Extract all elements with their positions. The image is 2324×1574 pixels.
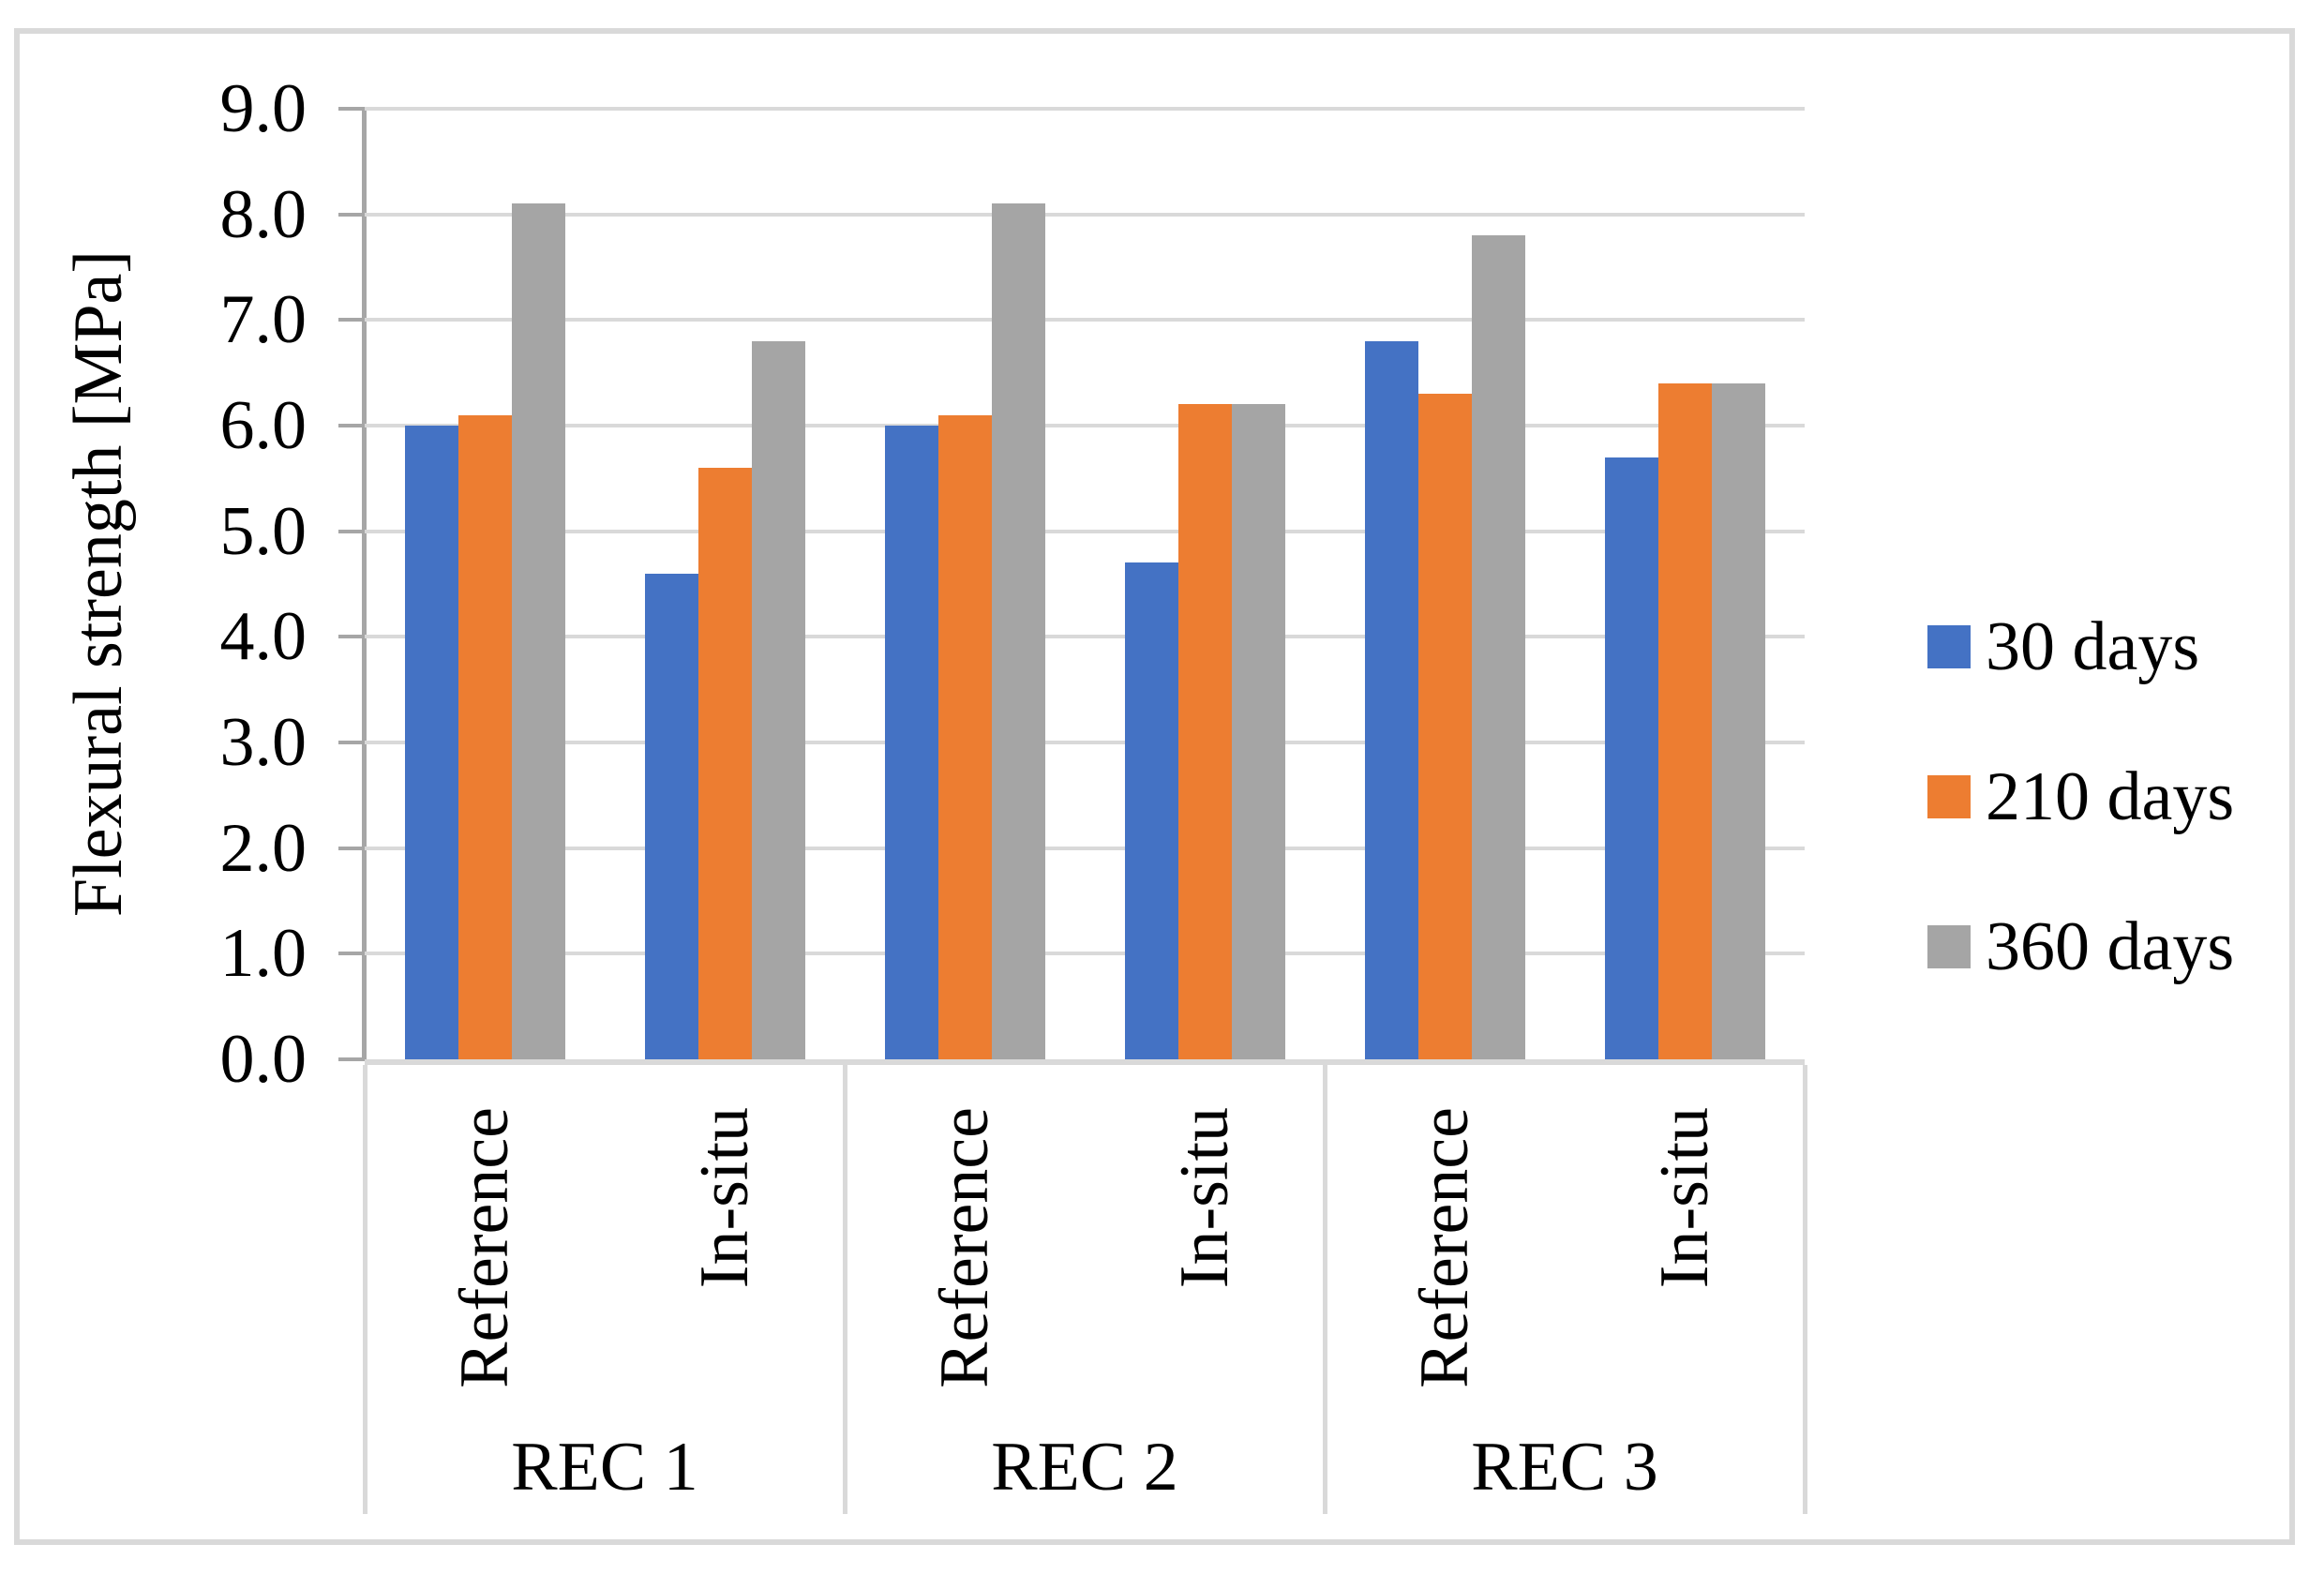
category-sublabel-rec-2-in-situ: In-situ — [1166, 1107, 1243, 1289]
y-tick-label-9.0: 9.0 — [219, 70, 307, 147]
bar-30-days-rec-1-reference — [404, 426, 458, 1059]
y-tick-label-6.0: 6.0 — [219, 387, 307, 464]
legend-label-30-days: 30 days — [1986, 608, 2200, 685]
bar-30-days-rec-1-in-situ — [644, 573, 698, 1059]
category-separator-line — [1803, 1065, 1807, 1514]
legend: 30 days 210 days 360 days — [1927, 609, 2234, 1059]
bar-30-days-rec-3-reference — [1364, 340, 1418, 1059]
y-tick-label-7.0: 7.0 — [219, 281, 307, 359]
bar-210-days-rec-2-reference — [937, 414, 992, 1059]
y-axis-tick-0.0 — [338, 1057, 362, 1061]
y-axis-tick-1.0 — [338, 952, 362, 956]
bar-210-days-rec-1-in-situ — [697, 468, 752, 1059]
y-axis-tick-2.0 — [338, 846, 362, 850]
y-axis-tick-3.0 — [338, 741, 362, 744]
y-axis-title: Flexural strength [MPa] — [56, 109, 141, 1059]
category-separator-line — [843, 1065, 847, 1514]
category-separator-line — [363, 1065, 367, 1514]
legend-swatch-icon — [1927, 625, 1971, 668]
legend-item-30-days: 30 days — [1927, 609, 2234, 684]
y-axis-tick-9.0 — [338, 107, 362, 111]
y-axis-tick-8.0 — [338, 212, 362, 217]
gridline-8.0 — [365, 212, 1805, 217]
y-axis-tick-6.0 — [338, 424, 362, 427]
category-sublabel-rec-1-reference: Reference — [446, 1107, 523, 1388]
y-tick-label-4.0: 4.0 — [219, 598, 307, 676]
category-group-label-rec-3: REC 3 — [1471, 1429, 1658, 1506]
gridline-4.0 — [365, 635, 1805, 639]
category-sublabel-rec-1-in-situ: In-situ — [686, 1107, 763, 1289]
bar-30-days-rec-2-in-situ — [1124, 562, 1178, 1059]
bar-210-days-rec-1-reference — [457, 414, 512, 1059]
legend-label-360-days: 360 days — [1986, 908, 2235, 985]
y-tick-label-8.0: 8.0 — [219, 175, 307, 253]
bar-30-days-rec-3-in-situ — [1604, 457, 1658, 1059]
legend-swatch-icon — [1927, 775, 1971, 818]
y-axis-tick-7.0 — [338, 318, 362, 322]
legend-item-210-days: 210 days — [1927, 759, 2234, 834]
category-axis-area: Reference In-situ Reference In-situ Referenc… — [363, 1059, 1807, 1514]
category-sublabel-rec-2-reference: Reference — [926, 1107, 1003, 1388]
category-sublabel-rec-3-in-situ: In-situ — [1646, 1107, 1723, 1289]
y-tick-label-0.0: 0.0 — [219, 1021, 307, 1098]
gridline-7.0 — [365, 318, 1805, 322]
bar-360-days-rec-1-in-situ — [751, 340, 805, 1059]
y-axis-line — [362, 107, 367, 1061]
y-tick-label-3.0: 3.0 — [219, 704, 307, 781]
legend-label-210-days: 210 days — [1986, 758, 2235, 835]
plot-area: 0.0 1.0 2.0 3.0 4.0 5.0 6.0 7.0 8.0 9.0 — [220, 74, 1805, 1094]
gridline-2.0 — [365, 846, 1805, 850]
y-tick-label-5.0: 5.0 — [219, 492, 307, 570]
legend-swatch-icon — [1927, 925, 1971, 968]
y-tick-label-2.0: 2.0 — [219, 809, 307, 887]
legend-item-360-days: 360 days — [1927, 909, 2234, 984]
gridline-1.0 — [365, 952, 1805, 956]
bar-30-days-rec-2-reference — [884, 426, 938, 1059]
gridline-3.0 — [365, 741, 1805, 744]
figure-border — [14, 28, 2295, 1545]
y-axis-tick-4.0 — [338, 635, 362, 639]
category-sublabel-rec-3-reference: Reference — [1406, 1107, 1483, 1388]
bar-360-days-rec-2-in-situ — [1231, 404, 1285, 1059]
bar-360-days-rec-3-in-situ — [1711, 382, 1765, 1059]
gridline-9.0 — [365, 107, 1805, 111]
gridline-5.0 — [365, 529, 1805, 533]
gridline-6.0 — [365, 424, 1805, 427]
bar-360-days-rec-3-reference — [1471, 235, 1525, 1059]
bar-210-days-rec-3-in-situ — [1657, 382, 1712, 1059]
bar-210-days-rec-3-reference — [1417, 394, 1472, 1059]
y-tick-label-1.0: 1.0 — [219, 915, 307, 993]
bar-360-days-rec-1-reference — [511, 203, 565, 1059]
category-group-label-rec-1: REC 1 — [511, 1429, 698, 1506]
bar-360-days-rec-2-reference — [991, 203, 1045, 1059]
category-separator-line — [1323, 1065, 1327, 1514]
y-axis-tick-5.0 — [338, 529, 362, 533]
category-group-label-rec-2: REC 2 — [991, 1429, 1178, 1506]
bar-210-days-rec-2-in-situ — [1177, 404, 1232, 1059]
